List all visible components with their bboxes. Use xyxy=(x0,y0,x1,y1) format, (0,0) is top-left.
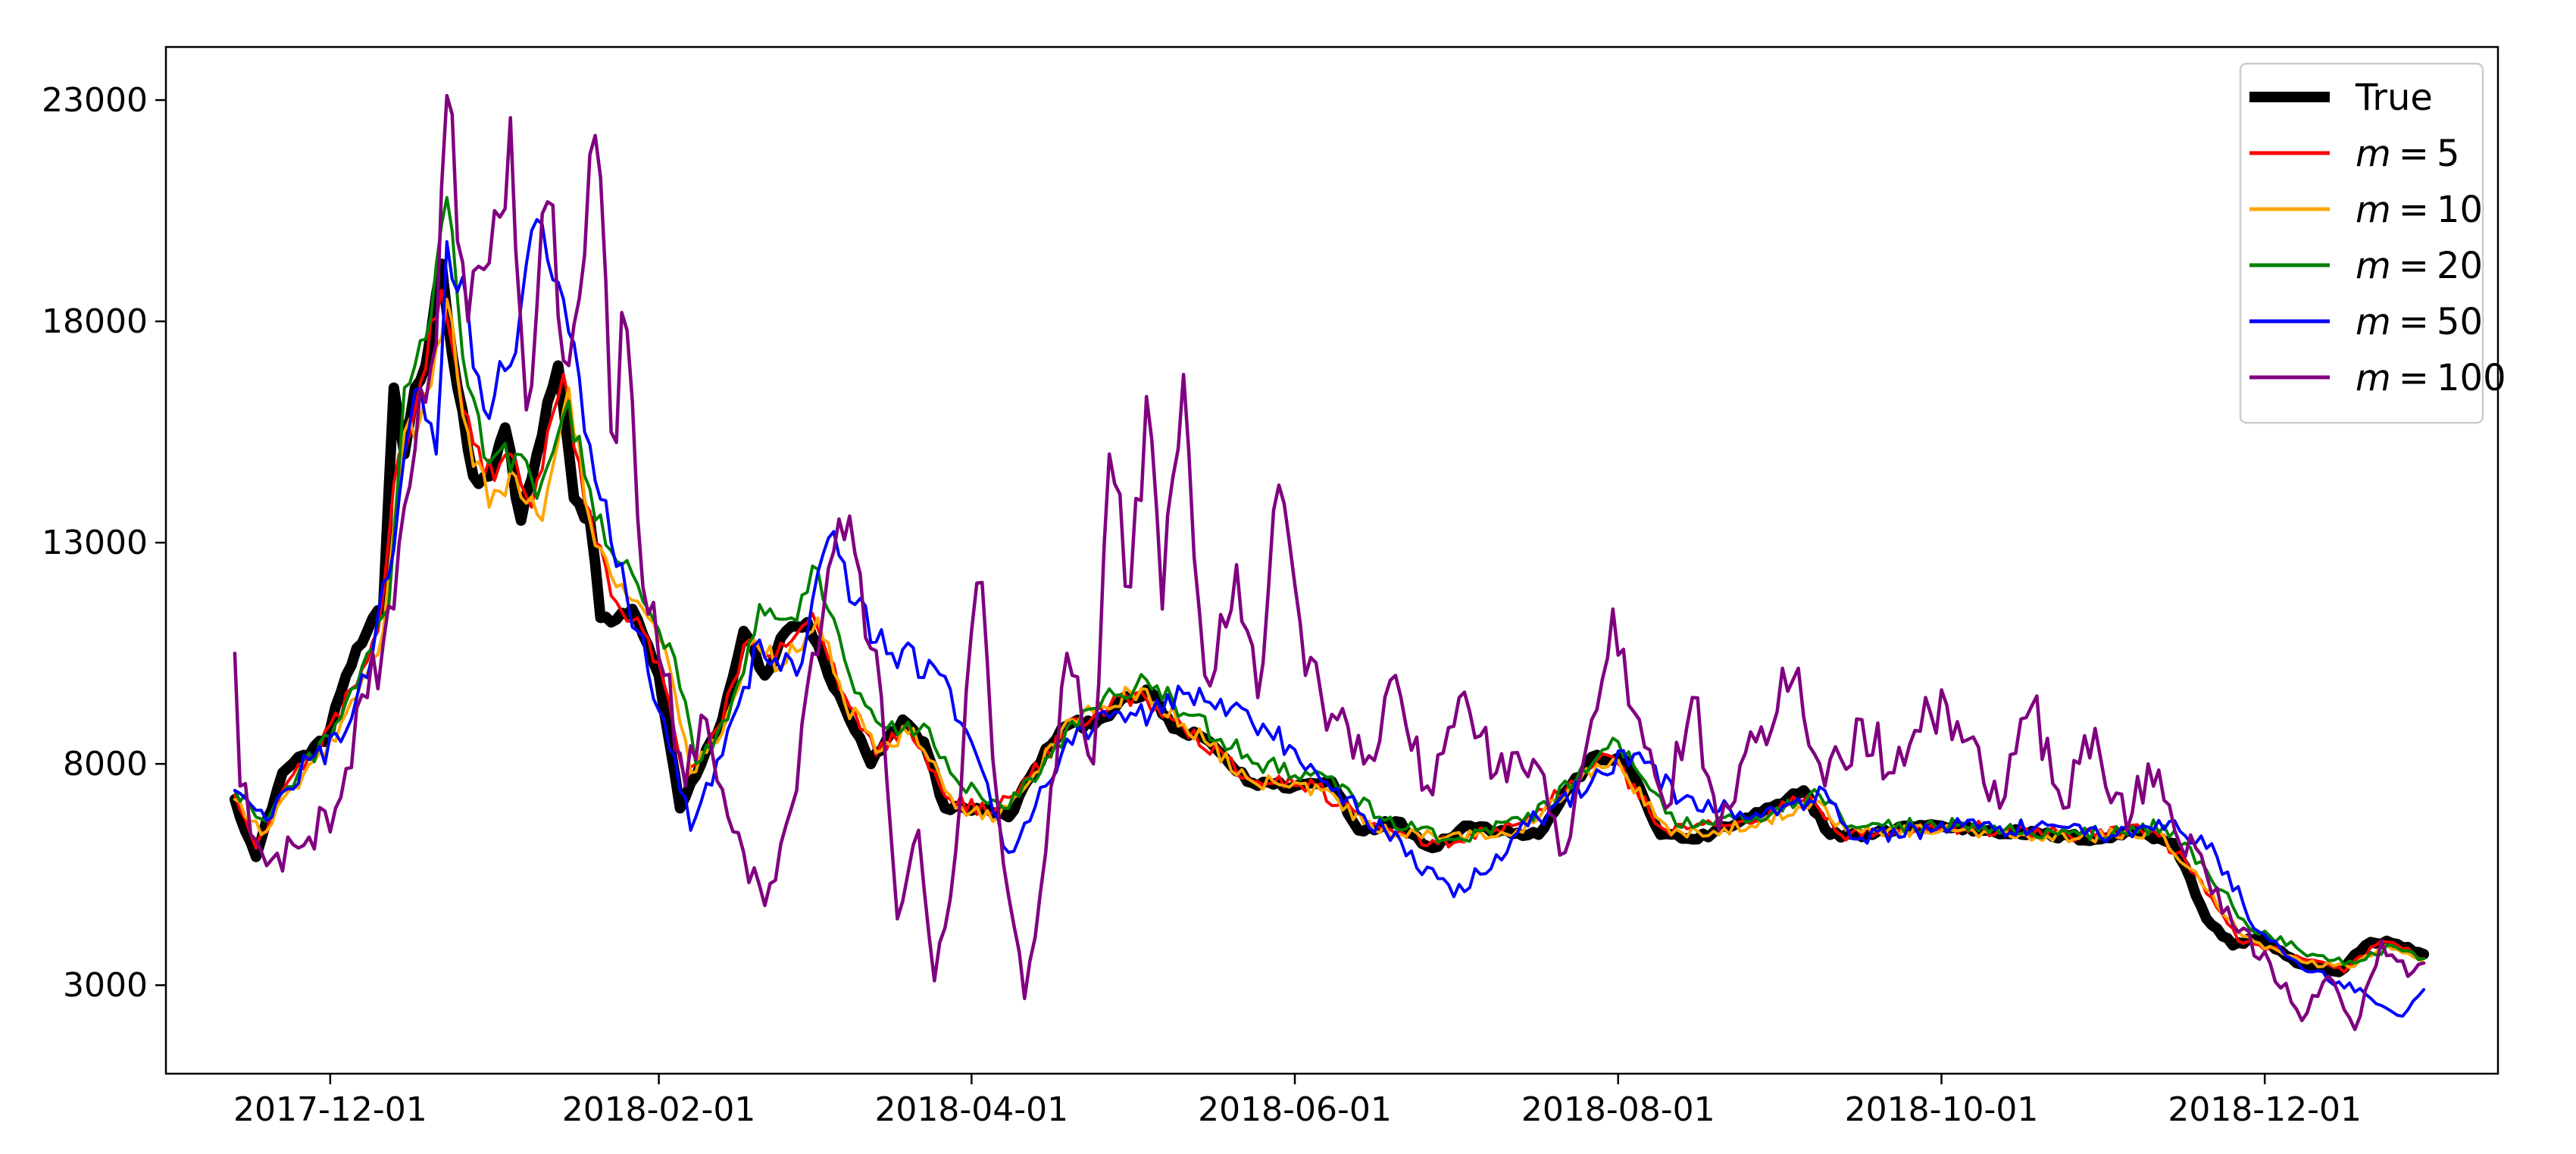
x-tick-label: 2018-04-01 xyxy=(874,1090,1068,1129)
y-tick-label: 8000 xyxy=(63,745,148,783)
x-tick-label: 2018-10-01 xyxy=(1845,1090,2039,1129)
series-layer xyxy=(229,93,2430,1031)
legend-label-m5: m = 5 xyxy=(2356,133,2460,175)
y-tick-label: 3000 xyxy=(63,966,148,1005)
x-tick-label: 2018-02-01 xyxy=(562,1090,756,1129)
x-tick-label: 2017-12-01 xyxy=(233,1090,427,1129)
series-line-m20 xyxy=(233,195,2426,967)
series-line-m100 xyxy=(233,93,2426,1031)
legend-label-m20: m = 20 xyxy=(2356,245,2483,287)
y-tick-label: 13000 xyxy=(42,524,148,562)
x-tick-label: 2018-12-01 xyxy=(2168,1090,2362,1129)
y-tick-label: 23000 xyxy=(42,81,148,120)
legend: True m = 5 m = 10 m = 20 m = 50 m = 100 xyxy=(2239,62,2506,424)
legend-label-m50: m = 50 xyxy=(2356,301,2483,343)
y-tick-label: 18000 xyxy=(42,302,148,341)
series-line-true xyxy=(229,258,2430,977)
series-line-m50 xyxy=(233,217,2426,1018)
legend-label-m10: m = 10 xyxy=(2356,189,2483,231)
legend-label-m100: m = 100 xyxy=(2356,357,2506,399)
x-tick-label: 2018-08-01 xyxy=(1521,1090,1715,1129)
x-tick-label: 2018-06-01 xyxy=(1198,1090,1392,1129)
axis-layer: 3000 8000 13000 18000 23000 2017-12-01 2018-02… xyxy=(42,81,2362,1129)
legend-label-true: True xyxy=(2355,77,2433,119)
plot-frame xyxy=(164,45,2499,1075)
